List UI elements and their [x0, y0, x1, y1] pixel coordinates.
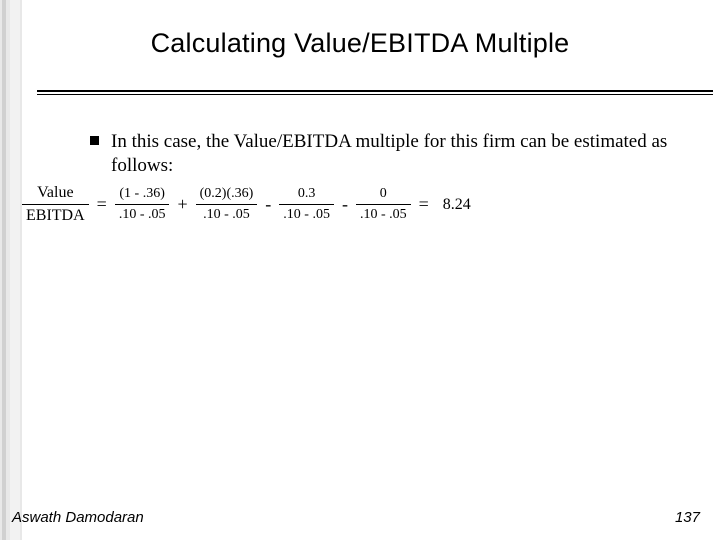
- left-sidebar-inner: [10, 0, 20, 540]
- term-1-den: .10 - .05: [115, 207, 170, 223]
- term-4: 0 .10 - .05: [356, 186, 411, 223]
- minus-sign: -: [257, 194, 279, 215]
- fraction-bar: [115, 204, 170, 205]
- term-2-num: (0.2)(.36): [196, 186, 258, 202]
- plus-sign: +: [169, 194, 195, 215]
- footer-author: Aswath Damodaran: [12, 509, 144, 526]
- term-2-den: .10 - .05: [199, 207, 254, 223]
- term-1: (1 - .36) .10 - .05: [115, 186, 170, 223]
- term-2: (0.2)(.36) .10 - .05: [196, 186, 258, 223]
- term-3-den: .10 - .05: [279, 207, 334, 223]
- formula-result: 8.24: [437, 196, 471, 214]
- formula-rhs: (1 - .36) .10 - .05 + (0.2)(.36) .10 - .…: [115, 186, 411, 223]
- term-3-num: 0.3: [294, 186, 320, 202]
- fraction-bar: [279, 204, 334, 205]
- slide: Calculating Value/EBITDA Multiple In thi…: [0, 0, 720, 540]
- term-4-den: .10 - .05: [356, 207, 411, 223]
- footer-page-number: 137: [675, 509, 700, 526]
- term-3: 0.3 .10 - .05: [279, 186, 334, 223]
- title-rule-top: [37, 90, 713, 92]
- fraction-bar: [196, 204, 258, 205]
- formula: Value EBITDA = (1 - .36) .10 - .05 + (0.…: [22, 184, 471, 225]
- fraction-bar: [22, 204, 89, 205]
- slide-title: Calculating Value/EBITDA Multiple: [151, 28, 570, 58]
- term-1-num: (1 - .36): [115, 186, 169, 202]
- term-4-num: 0: [376, 186, 391, 202]
- left-sidebar-decoration: [0, 0, 30, 540]
- bullet-text: In this case, the Value/EBITDA multiple …: [111, 130, 680, 178]
- formula-lhs: Value EBITDA: [22, 184, 89, 225]
- bullet-item: In this case, the Value/EBITDA multiple …: [90, 130, 680, 178]
- lhs-denominator: EBITDA: [22, 207, 89, 225]
- fraction-bar: [356, 204, 411, 205]
- title-rule-bottom: [37, 94, 713, 95]
- equals-sign: =: [89, 194, 115, 215]
- lhs-numerator: Value: [33, 184, 77, 202]
- minus-sign: -: [334, 194, 356, 215]
- bullet-marker-icon: [90, 136, 99, 145]
- slide-title-container: Calculating Value/EBITDA Multiple: [0, 28, 720, 59]
- equals-sign-result: =: [411, 194, 437, 215]
